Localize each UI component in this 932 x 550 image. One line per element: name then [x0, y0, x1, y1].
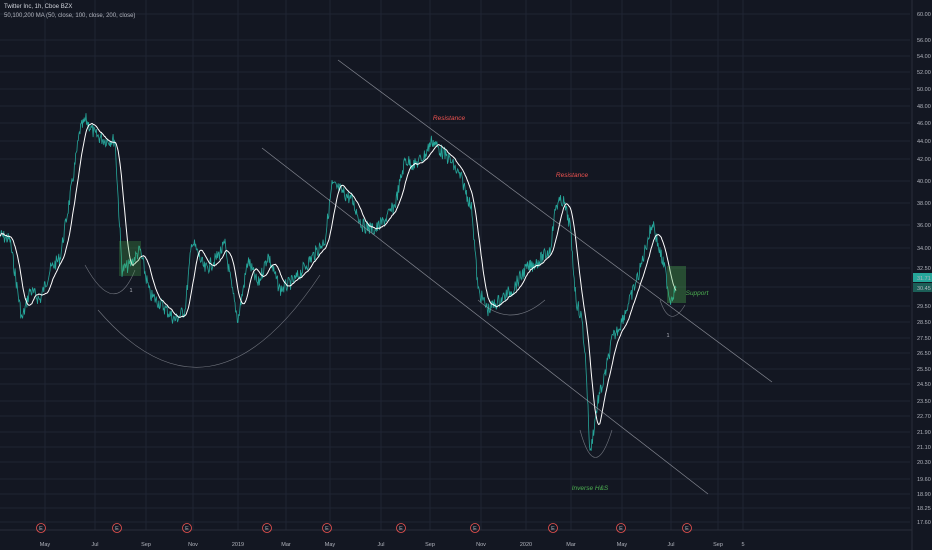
earnings-marker-label: E	[325, 526, 329, 532]
time-tick-label: Mar	[281, 542, 291, 548]
indicator-title: 50,100,200 MA (50, close, 100, close, 20…	[4, 13, 136, 19]
price-tick-label: 21.90	[917, 430, 931, 436]
earnings-marker-label: E	[551, 526, 555, 532]
inverse-hs-head-arc	[579, 429, 613, 458]
cup-arc-large	[97, 274, 321, 368]
earnings-marker-label: E	[399, 526, 403, 532]
last-price-label-2: 30.45	[917, 286, 931, 292]
time-tick-label: Sep	[141, 542, 151, 548]
cup-arc-small	[84, 264, 136, 295]
moving-average-line	[0, 122, 677, 426]
price-tick-label: 18.90	[917, 492, 931, 498]
price-tick-label: 24.50	[917, 382, 931, 388]
earnings-marker	[616, 523, 626, 533]
time-tick-label: 2019	[232, 542, 244, 548]
price-line	[0, 113, 677, 451]
earnings-marker	[262, 523, 272, 533]
price-tick-label: 25.50	[917, 367, 931, 373]
price-tick-label: 60.00	[917, 12, 931, 18]
price-tick-label: 21.10	[917, 445, 931, 451]
price-tick-label: 38.00	[917, 201, 931, 207]
price-tick-label: 28.50	[917, 320, 931, 326]
price-tick-label: 36.00	[917, 223, 931, 229]
time-tick-label: Mar	[566, 542, 576, 548]
price-tick-label: 27.50	[917, 336, 931, 342]
price-tick-label: 40.00	[917, 179, 931, 185]
earnings-marker-label: E	[619, 526, 623, 532]
price-tick-label: 23.50	[917, 399, 931, 405]
time-tick-label: 5	[741, 542, 744, 548]
trendline-upper	[337, 59, 773, 383]
price-tick-label: 42.00	[917, 157, 931, 163]
cup-arc-right	[659, 299, 686, 317]
price-tick-label: 56.00	[917, 38, 931, 44]
earnings-marker	[470, 523, 480, 533]
chart-annotation: Resistance	[556, 172, 589, 179]
trendline-lower	[261, 147, 709, 495]
chart-annotation: Inverse H&S	[572, 485, 609, 492]
price-tick-label: 48.00	[917, 104, 931, 110]
earnings-marker-label: E	[115, 526, 119, 532]
time-tick-label: 2020	[520, 542, 532, 548]
chart-marker: 1	[666, 333, 669, 339]
earnings-marker	[182, 523, 192, 533]
time-tick-label: May	[40, 542, 51, 548]
earnings-marker-label: E	[473, 526, 477, 532]
support-zone-box	[667, 266, 686, 303]
price-tick-label: 54.00	[917, 54, 931, 60]
earnings-marker	[322, 523, 332, 533]
price-tick-label: 20.30	[917, 460, 931, 466]
price-tick-label: 46.00	[917, 121, 931, 127]
price-tick-label: 34.00	[917, 246, 931, 252]
earnings-marker-label: E	[39, 526, 43, 532]
last-price-label: 31.71	[917, 276, 931, 282]
earnings-marker	[396, 523, 406, 533]
cup-arc-middle	[477, 299, 546, 316]
time-tick-label: Nov	[188, 542, 198, 548]
earnings-marker-label: E	[185, 526, 189, 532]
time-tick-label: Jul	[91, 542, 98, 548]
price-tick-label: 44.00	[917, 139, 931, 145]
earnings-marker	[112, 523, 122, 533]
time-tick-label: Nov	[476, 542, 486, 548]
last-price-badge-2	[913, 283, 932, 292]
symbol-title: Twitter Inc, 1h, Cboe BZX	[4, 4, 73, 10]
price-tick-label: 22.70	[917, 414, 931, 420]
earnings-marker	[682, 523, 692, 533]
support-zone-box	[119, 241, 141, 276]
time-tick-label: Sep	[425, 542, 435, 548]
last-price-badge	[913, 273, 932, 282]
chart-annotation: Resistance	[433, 115, 466, 122]
price-tick-label: 29.50	[917, 304, 931, 310]
earnings-marker-label: E	[685, 526, 689, 532]
time-tick-label: Sep	[713, 542, 723, 548]
time-tick-label: Jul	[667, 542, 674, 548]
price-tick-label: 26.50	[917, 351, 931, 357]
chart-legend: Twitter Inc, 1h, Cboe BZX 50,100,200 MA …	[4, 3, 135, 21]
chart-annotation: Support	[686, 290, 710, 297]
time-tick-label: May	[325, 542, 336, 548]
price-tick-label: 19.60	[917, 477, 931, 483]
price-tick-label: 17.60	[917, 520, 931, 526]
price-tick-label: 52.00	[917, 70, 931, 76]
price-tick-label: 50.00	[917, 87, 931, 93]
earnings-marker	[36, 523, 46, 533]
earnings-marker	[548, 523, 558, 533]
price-tick-label: 18.25	[917, 506, 931, 512]
chart-marker: 1	[129, 288, 132, 294]
time-tick-label: Jul	[377, 542, 384, 548]
earnings-marker-label: E	[265, 526, 269, 532]
time-tick-label: May	[617, 542, 628, 548]
price-tick-label: 32.50	[917, 266, 931, 272]
